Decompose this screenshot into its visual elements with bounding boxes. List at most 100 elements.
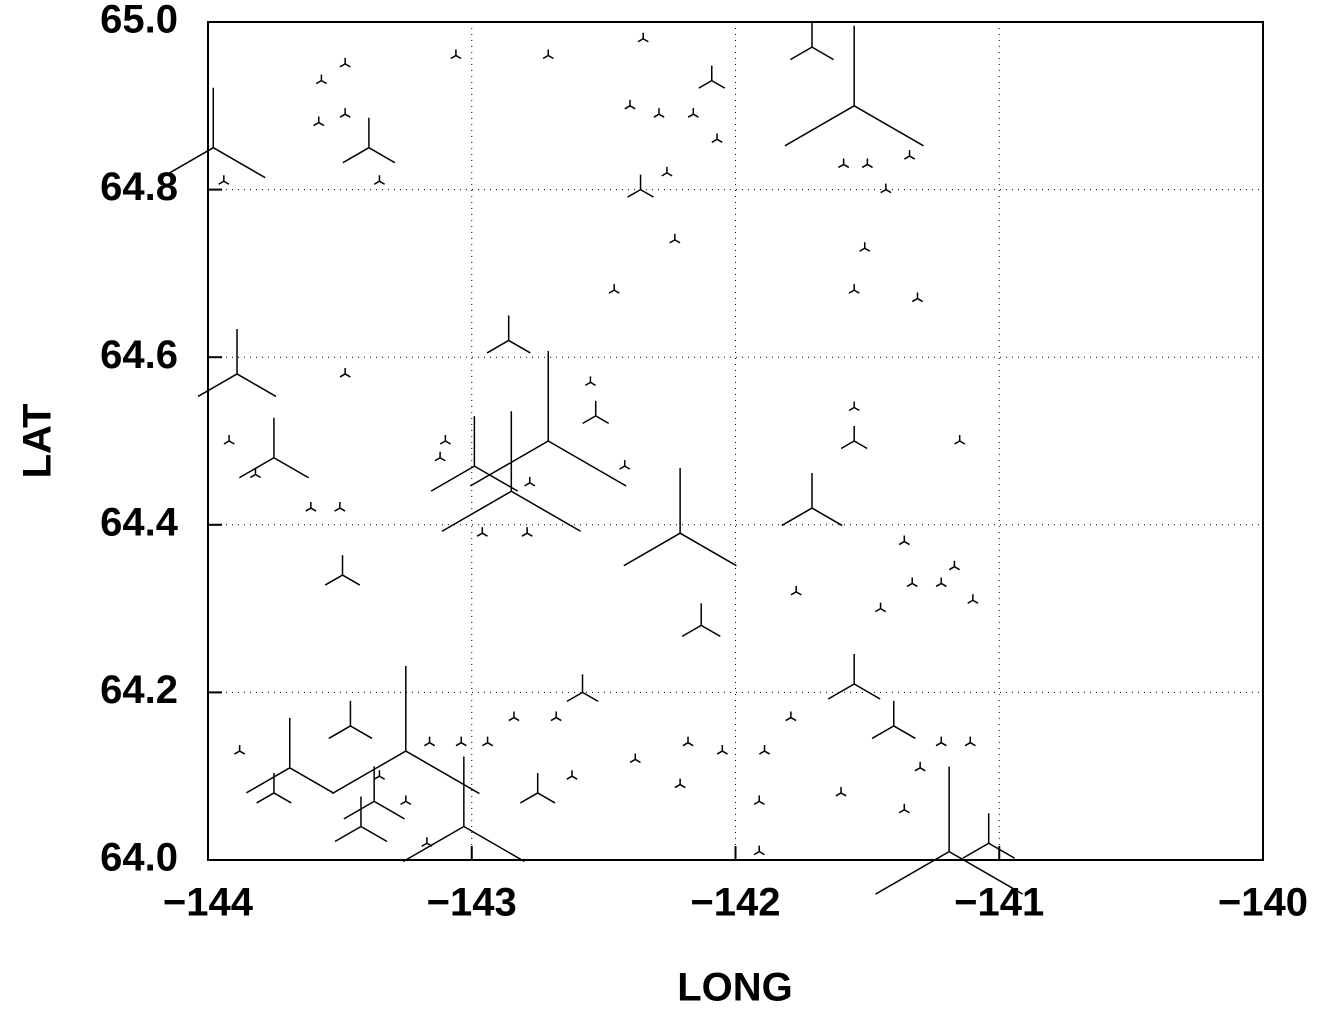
event-glyph <box>687 108 699 118</box>
x-tick-label: −141 <box>954 881 1044 925</box>
event-glyph <box>962 813 1016 859</box>
event-glyph <box>246 717 334 794</box>
event-glyph <box>315 74 327 85</box>
event-glyph <box>880 183 892 194</box>
event-glyph <box>450 49 462 60</box>
event-glyph <box>698 65 726 89</box>
event-glyph <box>305 502 317 512</box>
x-tick-label: −144 <box>163 881 254 925</box>
event-glyph <box>542 49 554 60</box>
event-glyph <box>753 795 765 805</box>
event-glyph <box>486 315 531 354</box>
event-glyph <box>550 711 562 722</box>
event-glyph <box>716 745 728 755</box>
event-glyph <box>861 158 873 169</box>
event-glyph <box>967 594 979 604</box>
event-glyph <box>838 158 850 169</box>
event-glyph <box>608 284 620 294</box>
event-glyph <box>313 116 325 127</box>
x-tick-label: −142 <box>690 881 780 925</box>
y-axis-label: LAT <box>16 404 60 479</box>
event-glyph <box>848 284 860 294</box>
event-glyph <box>948 560 960 571</box>
event-glyph <box>238 417 309 479</box>
event-glyph <box>582 400 610 425</box>
event-glyph <box>871 700 916 740</box>
event-glyph <box>674 778 686 789</box>
event-glyph <box>758 745 771 755</box>
event-glyph <box>223 435 235 445</box>
x-axis-label: LONG <box>677 966 793 1010</box>
event-glyph <box>906 577 918 588</box>
event-glyph <box>524 476 536 487</box>
event-glyph <box>469 351 627 487</box>
event-glyph <box>339 367 351 378</box>
event-glyph <box>954 435 966 445</box>
event-glyph <box>373 175 386 185</box>
event-glyph <box>669 233 681 244</box>
event-glyph <box>623 468 737 567</box>
event-glyph <box>629 753 641 764</box>
event-glyph <box>790 585 802 596</box>
y-tick-label: 64.6 <box>100 333 178 377</box>
event-glyph <box>789 22 835 61</box>
x-tick-label: −140 <box>1218 881 1308 925</box>
event-glyph <box>334 796 388 843</box>
event-glyph <box>584 376 597 386</box>
event-glyph <box>339 108 351 118</box>
event-glyph <box>898 803 910 814</box>
event-glyph <box>521 527 533 537</box>
event-glyph <box>827 654 881 700</box>
event-glyph <box>400 795 412 805</box>
event-glyph <box>935 577 947 588</box>
y-tick-label: 64.2 <box>100 668 178 712</box>
event-glyph <box>343 766 405 820</box>
event-glyph <box>324 555 361 586</box>
event-glyph <box>160 87 266 179</box>
event-glyph <box>455 736 467 747</box>
event-glyph <box>331 666 480 795</box>
event-glyph <box>637 32 649 43</box>
event-glyph <box>342 117 396 164</box>
event-glyph <box>627 174 654 198</box>
event-glyph <box>482 736 494 747</box>
event-glyph <box>373 770 386 780</box>
event-glyph <box>430 416 519 492</box>
y-tick-label: 64.4 <box>100 500 179 544</box>
event-glyph <box>784 25 924 147</box>
event-glyph <box>874 602 887 613</box>
event-glyph <box>661 166 673 177</box>
event-glyph <box>914 761 926 772</box>
event-glyph <box>434 451 446 462</box>
event-glyph <box>653 108 665 118</box>
event-glyph <box>234 745 246 755</box>
event-glyph <box>256 772 292 804</box>
event-glyph <box>911 292 924 303</box>
event-glyph <box>875 766 1024 895</box>
event-glyph <box>785 711 797 722</box>
y-tick-label: 64.0 <box>100 836 178 880</box>
event-glyph <box>848 401 860 412</box>
event-glyph <box>624 99 636 110</box>
event-glyph <box>781 473 843 527</box>
y-tick-label: 64.8 <box>100 165 178 209</box>
event-glyph <box>218 175 230 185</box>
y-tick-label: 65.0 <box>100 0 178 42</box>
event-glyph <box>339 57 351 68</box>
event-glyph <box>441 411 581 532</box>
event-glyph <box>334 502 346 512</box>
event-glyph <box>904 150 916 160</box>
event-glyph <box>859 242 871 252</box>
event-glyph <box>682 736 694 747</box>
event-glyph <box>439 435 451 445</box>
event-glyph <box>423 736 436 747</box>
event-glyph <box>476 527 488 537</box>
event-glyph <box>328 700 373 740</box>
event-glyph <box>402 756 525 863</box>
event-glyph <box>681 603 721 638</box>
x-tick-label: −143 <box>427 881 517 925</box>
event-glyph <box>249 468 262 479</box>
event-glyph <box>421 837 433 847</box>
event-glyph <box>619 460 631 470</box>
